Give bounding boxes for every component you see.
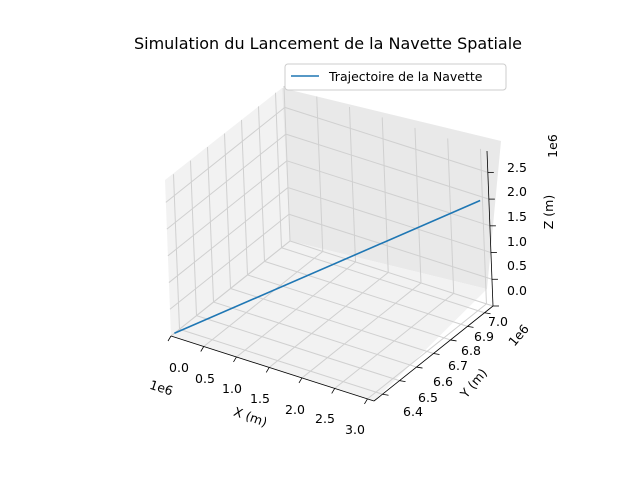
x-tick-labels: 0.0 0.5 1.0 1.5 2.0 2.5 3.0 bbox=[169, 360, 365, 437]
z-gridline bbox=[165, 106, 286, 203]
x-tick-mark bbox=[364, 398, 368, 405]
y-gridline bbox=[247, 274, 451, 341]
z-offset-label: 1e6 bbox=[545, 134, 560, 158]
gridlines bbox=[165, 85, 494, 400]
x-tick-label: 1.5 bbox=[250, 391, 270, 406]
y-tick-label: 6.5 bbox=[418, 390, 438, 405]
z-tick-label: 1.0 bbox=[507, 234, 527, 249]
y-gridline bbox=[196, 315, 400, 382]
legend-label: Trajectoire de la Navette bbox=[328, 69, 483, 84]
z-gridline bbox=[166, 133, 287, 230]
y-offset-label: 1e6 bbox=[505, 321, 532, 349]
y-tick-mark bbox=[382, 393, 389, 396]
x-tick-label: 3.0 bbox=[345, 422, 365, 437]
y-gridline bbox=[207, 147, 214, 303]
x-gridline bbox=[447, 138, 455, 294]
y-gridline bbox=[241, 119, 248, 275]
y-gridline bbox=[179, 328, 383, 395]
x-gridline bbox=[348, 106, 356, 262]
x-gridline bbox=[316, 96, 324, 252]
x-axis-label: X (m) bbox=[232, 404, 270, 430]
x-gridline bbox=[414, 127, 422, 283]
y-gridline bbox=[230, 288, 434, 354]
legend: Trajectoire de la Navette bbox=[284, 63, 507, 91]
z-axis-line bbox=[486, 150, 494, 307]
y-tick-label: 6.4 bbox=[403, 404, 423, 419]
x-tick-mark bbox=[298, 377, 303, 384]
y-tick-mark bbox=[433, 353, 440, 355]
z-tick-labels: 0.0 0.5 1.0 1.5 2.0 2.5 bbox=[507, 160, 527, 298]
z-gridline bbox=[286, 160, 491, 227]
y-tick-mark bbox=[399, 380, 406, 383]
z-tick-label: 2.0 bbox=[507, 184, 527, 199]
z-tick-label: 0.5 bbox=[507, 258, 527, 273]
x-tick-label: 2.5 bbox=[315, 411, 335, 426]
y-gridline bbox=[264, 260, 468, 327]
y-gridline bbox=[190, 160, 197, 316]
x-gridline bbox=[283, 85, 291, 242]
tick-marks bbox=[167, 171, 499, 405]
y-gridline bbox=[173, 174, 180, 330]
z-gridline bbox=[288, 213, 493, 280]
legend-box bbox=[284, 63, 507, 91]
x-gridline bbox=[381, 117, 389, 273]
z-tick-label: 0.0 bbox=[507, 283, 527, 298]
y-tick-labels: 6.4 6.5 6.6 6.7 6.8 6.9 7.0 bbox=[403, 314, 508, 419]
y-gridline bbox=[281, 247, 485, 314]
z-tick-label: 1.5 bbox=[507, 209, 527, 224]
y-tick-mark bbox=[416, 366, 423, 369]
y-tick-label: 6.8 bbox=[461, 343, 481, 358]
y-tick-mark bbox=[484, 312, 491, 315]
y-gridline bbox=[224, 133, 231, 289]
x-axis-line bbox=[170, 335, 375, 402]
y-gridline bbox=[275, 92, 282, 248]
z-gridline bbox=[285, 133, 490, 200]
y-gridline bbox=[258, 106, 265, 262]
y-tick-mark bbox=[450, 339, 457, 342]
x-gridline bbox=[479, 148, 487, 304]
series-line-trajectory bbox=[174, 199, 481, 335]
x-tick-mark bbox=[167, 335, 172, 342]
x-tick-label: 0.5 bbox=[195, 371, 215, 386]
z-gridline bbox=[287, 187, 492, 254]
y-tick-label: 6.6 bbox=[433, 374, 453, 389]
y-tick-label: 6.7 bbox=[448, 358, 468, 373]
x-tick-mark bbox=[331, 388, 336, 394]
y-gridline bbox=[213, 301, 417, 368]
z-gridline bbox=[284, 106, 488, 173]
z-tick-label: 2.5 bbox=[507, 160, 527, 175]
z-gridline bbox=[170, 240, 291, 337]
z-gridline bbox=[167, 160, 288, 257]
x-offset-label: 1e6 bbox=[148, 377, 175, 399]
y-tick-label: 6.9 bbox=[474, 329, 494, 344]
x-tick-mark bbox=[233, 356, 237, 363]
x-tick-label: 2.0 bbox=[285, 402, 305, 417]
x-tick-label: 0.0 bbox=[169, 360, 189, 375]
y-tick-mark bbox=[467, 325, 474, 328]
x-tick-mark bbox=[265, 367, 270, 373]
y-tick-label: 7.0 bbox=[488, 314, 508, 329]
x-tick-label: 1.0 bbox=[222, 381, 242, 396]
z-gridline bbox=[168, 187, 289, 283]
chart-title: Simulation du Lancement de la Navette Sp… bbox=[134, 34, 522, 53]
z-axis-label: Z (m) bbox=[541, 195, 556, 229]
series-layer bbox=[174, 199, 481, 335]
z-gridline bbox=[169, 213, 290, 310]
z-gridline bbox=[289, 240, 494, 307]
x-tick-mark bbox=[200, 346, 205, 352]
